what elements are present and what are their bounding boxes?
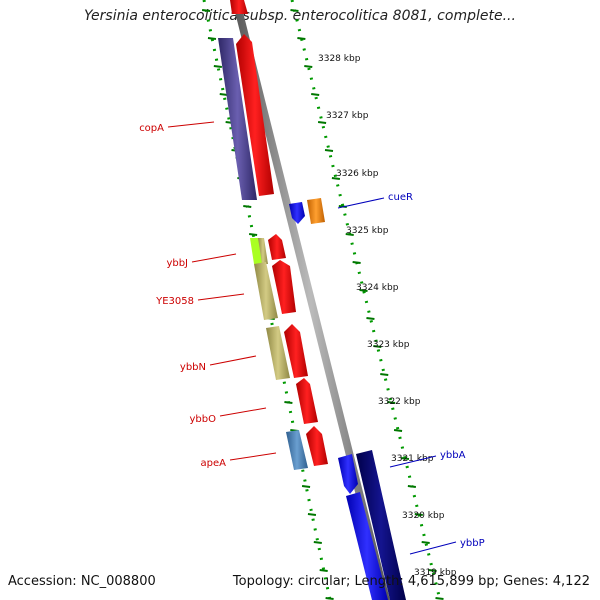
gene-feature-ybbN[interactable] — [266, 326, 290, 380]
gene-feature-olive-ybbJ[interactable] — [258, 238, 268, 264]
genome-summary: Topology: circular; Length: 4,615,899 bp… — [232, 574, 590, 589]
gene-feature-red-1[interactable] — [236, 34, 274, 196]
ruler-tick — [400, 457, 410, 460]
ruler-tick — [219, 93, 228, 96]
gene-feature-red-2[interactable] — [268, 234, 286, 260]
leader-line — [167, 121, 215, 128]
leader-line — [219, 407, 267, 417]
ruler-tick — [249, 233, 258, 236]
gene-label-ybbN[interactable]: ybbN — [180, 362, 206, 373]
ruler-tick — [243, 205, 252, 208]
ruler-tick — [290, 9, 299, 12]
ruler-tick — [317, 121, 327, 124]
ruler-tick — [414, 513, 423, 516]
ruler-label: 3321 kbp — [391, 454, 434, 464]
gene-label-ybbO[interactable]: ybbO — [190, 414, 217, 425]
ruler-line-left — [202, 0, 332, 600]
leader-line — [337, 197, 385, 209]
ruler-tick — [325, 597, 334, 600]
gene-labels-left: copA ybbJ YE3058 ybbN ybbO apeA — [139, 121, 277, 469]
leader-line — [209, 355, 257, 366]
gene-feature-red-3[interactable] — [272, 260, 296, 314]
ruler-label: 3323 kbp — [367, 340, 410, 350]
gene-feature-YE3058[interactable] — [254, 262, 278, 320]
ruler-label: 3324 kbp — [356, 283, 399, 293]
leader-line — [229, 452, 277, 461]
genome-backbone — [232, 0, 390, 600]
gene-feature-ybbA[interactable] — [338, 454, 358, 494]
ruler-tick — [319, 569, 328, 572]
ruler-tick — [393, 429, 403, 432]
ruler-tick — [428, 569, 437, 572]
ruler-label: 3325 kbp — [346, 226, 389, 236]
ruler-tick — [297, 37, 306, 40]
ruler-label: 3322 kbp — [378, 397, 421, 407]
leader-line — [197, 293, 245, 301]
ruler-tick — [311, 93, 320, 96]
gene-label-copA[interactable]: copA — [139, 123, 164, 134]
gene-feature-ybbO[interactable] — [296, 378, 318, 424]
gene-feature-orange[interactable] — [307, 198, 325, 224]
gene-feature-red-4[interactable] — [284, 324, 308, 378]
leader-line — [409, 541, 457, 555]
ruler-tick — [301, 485, 311, 488]
ruler-tick — [284, 401, 293, 404]
ruler-label: 3327 kbp — [326, 111, 369, 121]
ruler-tick — [207, 37, 217, 40]
ruler-tick — [331, 177, 341, 180]
gene-label-cueR[interactable]: cueR — [388, 192, 413, 203]
gene-feature-copA[interactable] — [218, 38, 257, 200]
gene-feature-red-5[interactable] — [306, 426, 328, 466]
gene-label-ybbA[interactable]: ybbA — [440, 450, 466, 461]
gene-label-apeA[interactable]: apeA — [201, 458, 227, 469]
gene-feature-apeA[interactable] — [286, 430, 308, 470]
gene-label-YE3058[interactable]: YE3058 — [155, 296, 194, 307]
gene-label-ybbP[interactable]: ybbP — [460, 538, 485, 549]
map-title: Yersinia enterocolitica subsp. enterocol… — [84, 8, 516, 24]
ruler-tick — [387, 401, 396, 404]
ruler-label: 3320 kbp — [402, 511, 445, 521]
ruler-tick — [373, 345, 382, 348]
ruler-tick — [201, 9, 211, 12]
accession-label: Accession: NC_008800 — [8, 574, 156, 589]
gene-feature-ybbP[interactable] — [346, 492, 388, 600]
gene-label-ybbJ[interactable]: ybbJ — [166, 258, 188, 269]
ruler-tick — [359, 289, 368, 292]
ruler-tick — [324, 149, 334, 152]
ruler-label: 3319 kbp — [414, 568, 457, 578]
gene-feature-cueR[interactable] — [289, 202, 305, 224]
ruler-tick — [435, 597, 444, 600]
ruler-tick — [380, 373, 389, 376]
ruler-tick — [366, 317, 375, 320]
ruler-labels: 3328 kbp 3327 kbp 3326 kbp 3325 kbp 3324… — [318, 54, 457, 578]
ruler-tick — [345, 233, 354, 236]
ruler-tick — [421, 541, 430, 544]
gene-feature-top[interactable] — [230, 0, 248, 14]
ruler-tick — [313, 541, 322, 544]
ruler-label: 3328 kbp — [318, 54, 361, 64]
gene-labels-right: cueR ybbA ybbP — [337, 192, 485, 555]
ruler-tick — [407, 485, 417, 488]
gene-feature-navy[interactable] — [356, 450, 406, 600]
ruler-tick — [213, 65, 222, 68]
ruler-tick — [307, 513, 317, 516]
ruler-tick — [352, 261, 361, 264]
leader-line — [191, 253, 237, 263]
leader-line — [389, 455, 437, 468]
ruler-label: 3326 kbp — [336, 169, 379, 179]
ruler-tick — [304, 65, 313, 68]
